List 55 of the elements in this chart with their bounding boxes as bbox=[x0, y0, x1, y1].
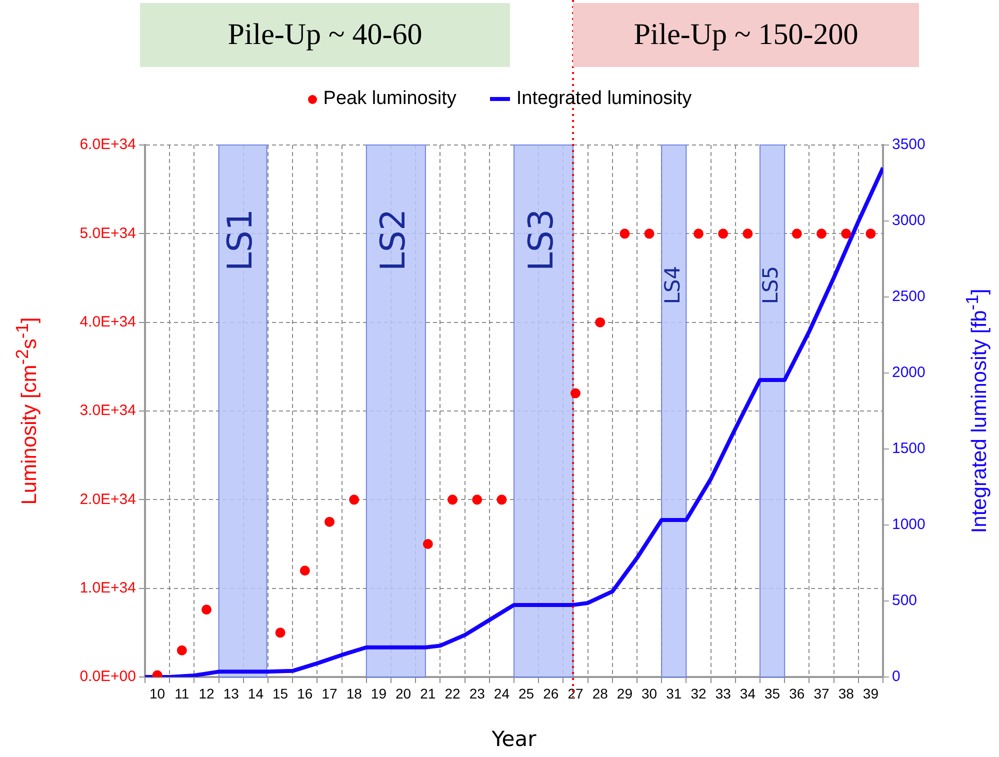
x-tick-label: 15 bbox=[272, 685, 288, 702]
y2-tick-label: 3500 bbox=[892, 136, 926, 154]
x-tick-label: 38 bbox=[838, 685, 854, 702]
x-tick-label: 28 bbox=[592, 685, 608, 702]
band-label: LS4 bbox=[660, 266, 684, 304]
x-tick-label: 14 bbox=[248, 685, 264, 702]
y2-tick-label: 1500 bbox=[892, 440, 926, 458]
band-label: LS3 bbox=[521, 208, 562, 272]
x-tick-label: 27 bbox=[568, 685, 584, 702]
y2-tick-label: 0 bbox=[892, 668, 900, 686]
x-tick-label: 34 bbox=[740, 685, 756, 702]
x-tick-label: 18 bbox=[346, 685, 362, 702]
y-tick-label: 0.0E+00 bbox=[80, 668, 136, 686]
band-label: LS1 bbox=[220, 208, 261, 272]
y-tick-label: 3.0E+34 bbox=[80, 402, 136, 420]
x-tick-label: 16 bbox=[297, 685, 313, 702]
x-axis-title: Year bbox=[490, 726, 537, 751]
x-tick-label: 22 bbox=[444, 685, 460, 702]
x-tick-label: 39 bbox=[862, 685, 879, 702]
y-tick-label: 6.0E+34 bbox=[80, 136, 136, 154]
x-tick-label: 26 bbox=[543, 685, 559, 702]
x-tick-label: 12 bbox=[198, 685, 214, 702]
text: Pile-Up ~ 40-60 bbox=[140, 3, 510, 67]
y-tick-label: 5.0E+34 bbox=[80, 224, 136, 242]
x-tick-label: 24 bbox=[494, 685, 510, 702]
y2-tick-label: 3000 bbox=[892, 212, 926, 230]
band-label: LS5 bbox=[758, 266, 783, 304]
y2-tick-label: 2000 bbox=[892, 364, 926, 382]
x-tick-label: 21 bbox=[420, 685, 436, 702]
band-label: LS2 bbox=[374, 208, 414, 272]
x-tick-label: 31 bbox=[666, 685, 682, 702]
x-tick-label: 36 bbox=[789, 685, 805, 702]
x-tick-label: 35 bbox=[764, 685, 780, 702]
y-tick-label: 4.0E+34 bbox=[80, 313, 136, 330]
x-tick-label: 23 bbox=[469, 685, 486, 702]
x-tick-label: 30 bbox=[642, 685, 658, 702]
y2-tick-label: 1000 bbox=[892, 516, 926, 534]
y-tick-label: 1.0E+34 bbox=[80, 579, 136, 596]
x-tick-label: 29 bbox=[616, 685, 633, 702]
x-tick-label: 20 bbox=[396, 685, 412, 702]
y2-tick-label: 2500 bbox=[892, 288, 926, 306]
text: Pile-Up ~ 150-200 bbox=[573, 3, 919, 67]
y2-tick-label: 500 bbox=[892, 592, 918, 610]
x-tick-label: 37 bbox=[814, 685, 830, 702]
x-tick-label: 13 bbox=[223, 685, 240, 702]
x-tick-label: 10 bbox=[150, 685, 166, 702]
y-tick-label: 2.0E+34 bbox=[80, 490, 136, 508]
x-tick-label: 25 bbox=[518, 685, 534, 702]
x-tick-label: 17 bbox=[322, 685, 338, 702]
x-tick-label: 33 bbox=[715, 685, 732, 702]
legend-label: Integrated luminosity bbox=[516, 88, 692, 110]
x-tick-label: 19 bbox=[370, 685, 387, 702]
x-tick-label: 11 bbox=[174, 685, 190, 702]
legend-label: Peak luminosity bbox=[323, 88, 456, 110]
x-tick-label: 32 bbox=[690, 685, 706, 702]
